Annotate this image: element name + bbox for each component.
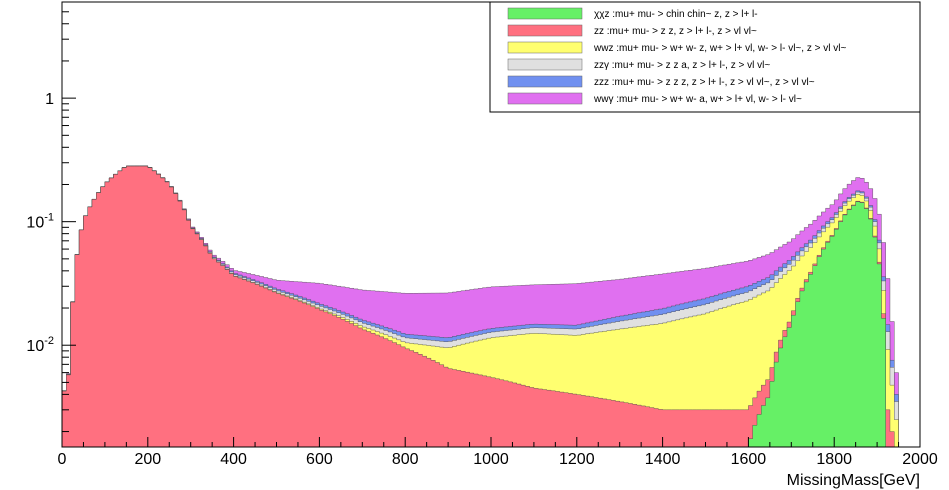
y-tick-label: 10-2 [26, 335, 54, 355]
legend-swatch [507, 24, 583, 37]
x-tick-label: 2000 [902, 451, 938, 468]
series-layer [61, 165, 899, 448]
legend-label: χχz :mu+ mu- > chin chin~ z, z > l+ l- [594, 9, 758, 20]
legend-swatch [507, 7, 583, 20]
x-tick-label: 1600 [731, 451, 767, 468]
x-tick-label: 400 [220, 451, 247, 468]
x-tick-label: 200 [134, 451, 161, 468]
x-tick-label: 1800 [816, 451, 852, 468]
legend-label: zz :mu+ mu- > z z, z > l+ l-, z > vl vl~ [594, 26, 757, 37]
legend-swatch [507, 58, 583, 71]
legend-label: wwγ :mu+ mu- > w+ w- a, w+ > l+ vl, w- >… [593, 94, 802, 105]
legend-swatch [507, 75, 583, 88]
legend-label: zzγ :mu+ mu- > z z a, z > l+ l-, z > vl … [594, 60, 770, 71]
legend-label: wwz :mu+ mu- > w+ w- z, w+ > l+ vl, w- >… [593, 43, 846, 54]
legend: χχz :mu+ mu- > chin chin~ z, z > l+ l-zz… [489, 1, 921, 113]
x-tick-label: 1000 [473, 451, 509, 468]
legend-swatch [507, 41, 583, 54]
x-tick-label: 800 [392, 451, 419, 468]
x-axis-title: MissingMass[GeV] [787, 472, 920, 489]
series-histogram [61, 165, 899, 448]
legend-swatch [507, 92, 583, 105]
y-tick-label: 10-1 [26, 212, 54, 232]
x-axis: 0 200 400 600 800 1000 1200 1400 1600 1800 2000 [58, 437, 938, 468]
x-tick-label: 600 [306, 451, 333, 468]
x-tick-label: 0 [58, 451, 67, 468]
x-tick-label: 1200 [559, 451, 595, 468]
x-tick-label: 1400 [645, 451, 681, 468]
legend-label: zzz :mu+ mu- > z z z, z > l+ l-, z > vl … [594, 77, 815, 88]
y-axis: 10-2 10-1 1 [26, 1, 76, 433]
y-tick-label: 1 [45, 91, 54, 108]
